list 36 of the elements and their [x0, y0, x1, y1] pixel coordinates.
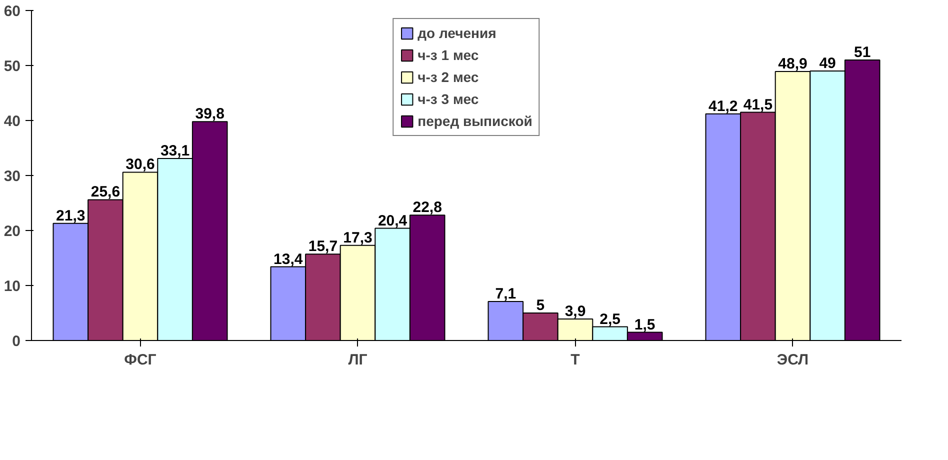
data-label: 39,8 — [195, 106, 224, 123]
y-tick-label: 20 — [4, 223, 21, 240]
y-tick-label: 40 — [4, 113, 21, 130]
data-label: 17,3 — [343, 229, 372, 246]
data-label: 41,2 — [708, 98, 738, 115]
data-label: 41,5 — [743, 96, 773, 114]
data-label: 3,9 — [564, 303, 586, 320]
legend-label: ч-з 1 мес — [418, 47, 479, 63]
data-label: 22,8 — [412, 199, 442, 216]
data-label: 20,4 — [378, 212, 408, 230]
data-label: 15,7 — [308, 238, 338, 256]
data-label: 13,4 — [274, 250, 304, 268]
x-tick-label: Т — [570, 352, 580, 368]
x-tick-label: ЭСЛ — [776, 352, 809, 368]
y-tick-label: 50 — [4, 58, 21, 75]
data-label: 21,3 — [56, 207, 86, 224]
data-label: 33,1 — [160, 142, 190, 160]
x-tick-label: ЛГ — [348, 352, 368, 368]
data-label: 51 — [854, 44, 871, 61]
legend-label: ч-з 3 мес — [418, 91, 479, 107]
data-label: 49 — [819, 55, 836, 72]
y-tick-label: 0 — [12, 333, 20, 350]
y-tick-label: 30 — [4, 168, 21, 185]
legend-label: перед выпиской — [418, 113, 532, 129]
legend-label: ч-з 2 мес — [418, 69, 479, 85]
data-label: 48,9 — [778, 56, 808, 73]
data-label: 2,5 — [600, 310, 620, 328]
data-label: 25,6 — [90, 184, 120, 201]
data-label: 7,1 — [495, 285, 516, 302]
y-tick-label: 10 — [4, 278, 21, 295]
y-tick-label: 60 — [4, 3, 21, 20]
x-tick-label: ФСГ — [124, 352, 157, 368]
data-label: 5 — [536, 297, 545, 314]
data-label: 1,5 — [634, 316, 656, 334]
legend-label: до лечения — [418, 25, 496, 41]
data-label: 30,6 — [126, 156, 155, 174]
